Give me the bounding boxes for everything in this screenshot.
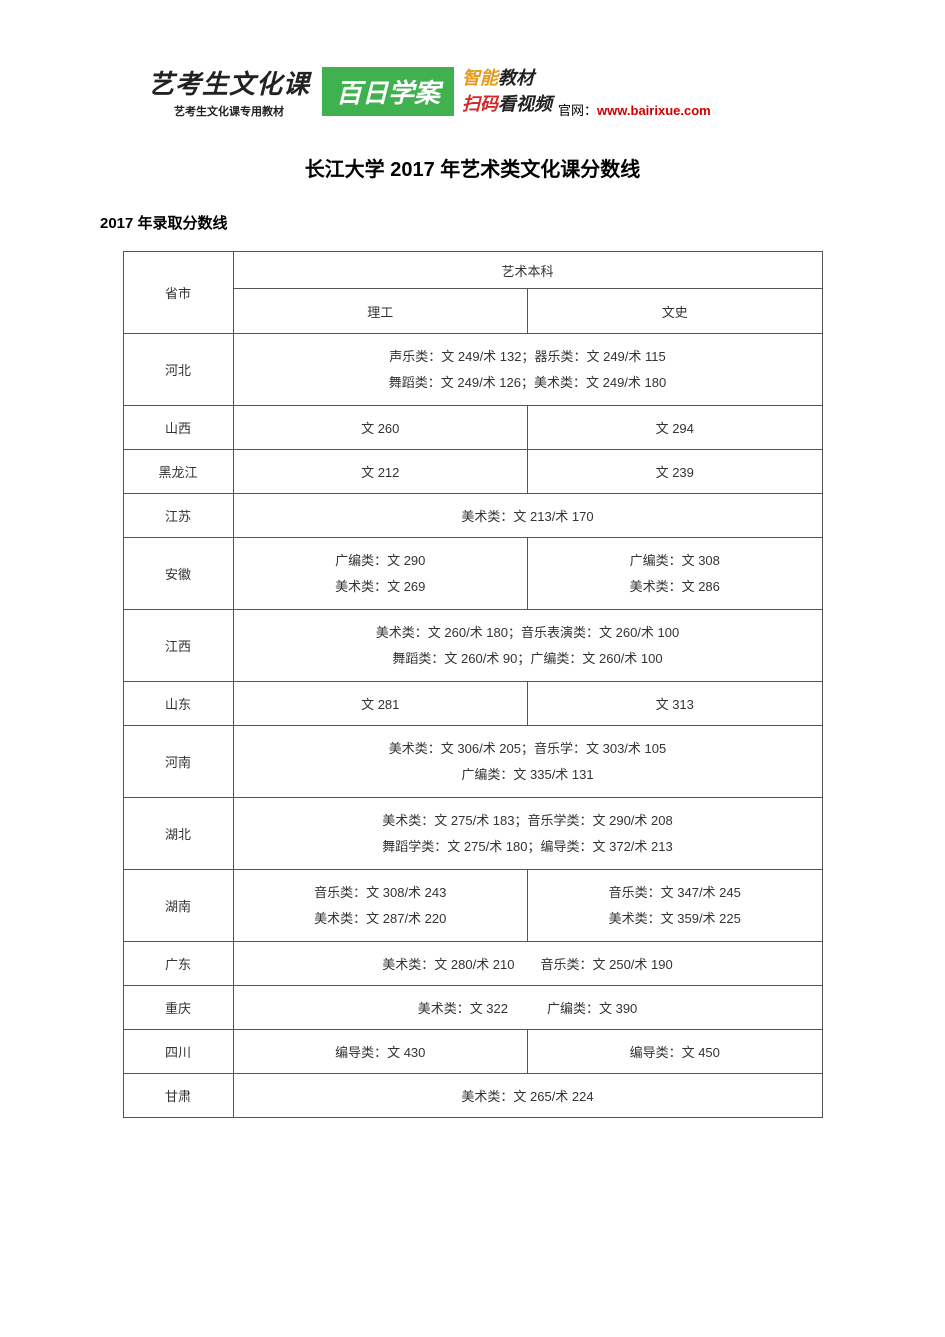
province-cell: 河北 <box>123 334 233 406</box>
science-cell: 文 260 <box>233 406 528 450</box>
slogan1-accent: 智能 <box>462 68 498 88</box>
liberal-cell: 文 294 <box>528 406 823 450</box>
table-row: 山西文 260文 294 <box>123 406 822 450</box>
slogan2-accent: 扫码 <box>462 94 498 114</box>
table-row: 江西美术类：文 260/术 180；音乐表演类：文 260/术 100舞蹈类：文… <box>123 610 822 682</box>
province-cell: 河南 <box>123 726 233 798</box>
science-cell: 编导类：文 430 <box>233 1030 528 1074</box>
science-cell: 文 281 <box>233 682 528 726</box>
province-cell: 安徽 <box>123 538 233 610</box>
document-title: 长江大学 2017 年艺术类文化课分数线 <box>100 153 845 182</box>
province-cell: 湖南 <box>123 870 233 942</box>
table-row: 甘肃美术类：文 265/术 224 <box>123 1074 822 1118</box>
slogan1-rest: 教材 <box>498 68 534 88</box>
banner-badge: 百日学案 <box>322 67 454 116</box>
merged-cell: 美术类：文 265/术 224 <box>233 1074 822 1118</box>
merged-cell: 美术类：文 306/术 205；音乐学：文 303/术 105广编类：文 335… <box>233 726 822 798</box>
table-row: 黑龙江文 212文 239 <box>123 450 822 494</box>
table-row: 湖南音乐类：文 308/术 243美术类：文 287/术 220音乐类：文 34… <box>123 870 822 942</box>
province-cell: 广东 <box>123 942 233 986</box>
brand-title: 艺考生文化课 <box>148 64 310 101</box>
merged-cell: 声乐类：文 249/术 132；器乐类：文 249/术 115舞蹈类：文 249… <box>233 334 822 406</box>
province-cell: 黑龙江 <box>123 450 233 494</box>
merged-cell: 美术类：文 213/术 170 <box>233 494 822 538</box>
slogan2-rest: 看视频 <box>498 94 552 114</box>
province-cell: 山西 <box>123 406 233 450</box>
science-cell: 音乐类：文 308/术 243美术类：文 287/术 220 <box>233 870 528 942</box>
header-province: 省市 <box>123 252 233 334</box>
table-row: 安徽广编类：文 290美术类：文 269广编类：文 308美术类：文 286 <box>123 538 822 610</box>
province-cell: 江西 <box>123 610 233 682</box>
table-row: 湖北美术类：文 275/术 183；音乐学类：文 290/术 208舞蹈学类：文… <box>123 798 822 870</box>
header-science: 理工 <box>233 289 528 334</box>
banner-link: 官网：www.bairixue.com <box>558 100 711 123</box>
table-row: 河北声乐类：文 249/术 132；器乐类：文 249/术 115舞蹈类：文 2… <box>123 334 822 406</box>
province-cell: 江苏 <box>123 494 233 538</box>
header-group: 艺术本科 <box>233 252 822 289</box>
province-cell: 山东 <box>123 682 233 726</box>
table-row: 广东美术类：文 280/术 210 音乐类：文 250/术 190 <box>123 942 822 986</box>
link-label: 官网： <box>558 103 597 118</box>
table-row: 四川编导类：文 430编导类：文 450 <box>123 1030 822 1074</box>
header-banner: 艺考生文化课 艺考生文化课专用教材 百日学案 智能教材 扫码看视频 官网：www… <box>140 60 845 123</box>
province-cell: 重庆 <box>123 986 233 1030</box>
header-liberal: 文史 <box>528 289 823 334</box>
table-row: 重庆美术类：文 322 广编类：文 390 <box>123 986 822 1030</box>
province-cell: 四川 <box>123 1030 233 1074</box>
province-cell: 湖北 <box>123 798 233 870</box>
liberal-cell: 广编类：文 308美术类：文 286 <box>528 538 823 610</box>
liberal-cell: 文 313 <box>528 682 823 726</box>
table-row: 山东文 281文 313 <box>123 682 822 726</box>
merged-cell: 美术类：文 322 广编类：文 390 <box>233 986 822 1030</box>
liberal-cell: 编导类：文 450 <box>528 1030 823 1074</box>
brand-subtitle: 艺考生文化课专用教材 <box>148 103 310 119</box>
table-row: 江苏美术类：文 213/术 170 <box>123 494 822 538</box>
merged-cell: 美术类：文 275/术 183；音乐学类：文 290/术 208舞蹈学类：文 2… <box>233 798 822 870</box>
liberal-cell: 音乐类：文 347/术 245美术类：文 359/术 225 <box>528 870 823 942</box>
table-body: 河北声乐类：文 249/术 132；器乐类：文 249/术 115舞蹈类：文 2… <box>123 334 822 1118</box>
banner-brand: 艺考生文化课 艺考生文化课专用教材 <box>140 60 318 123</box>
science-cell: 文 212 <box>233 450 528 494</box>
table-row: 河南美术类：文 306/术 205；音乐学：文 303/术 105广编类：文 3… <box>123 726 822 798</box>
merged-cell: 美术类：文 280/术 210 音乐类：文 250/术 190 <box>233 942 822 986</box>
science-cell: 广编类：文 290美术类：文 269 <box>233 538 528 610</box>
score-table: 省市 艺术本科 理工 文史 河北声乐类：文 249/术 132；器乐类：文 24… <box>123 251 823 1118</box>
merged-cell: 美术类：文 260/术 180；音乐表演类：文 260/术 100舞蹈类：文 2… <box>233 610 822 682</box>
section-heading: 2017 年录取分数线 <box>100 212 845 233</box>
banner-slogans: 智能教材 扫码看视频 <box>462 66 552 116</box>
link-url[interactable]: www.bairixue.com <box>597 103 711 118</box>
liberal-cell: 文 239 <box>528 450 823 494</box>
province-cell: 甘肃 <box>123 1074 233 1118</box>
